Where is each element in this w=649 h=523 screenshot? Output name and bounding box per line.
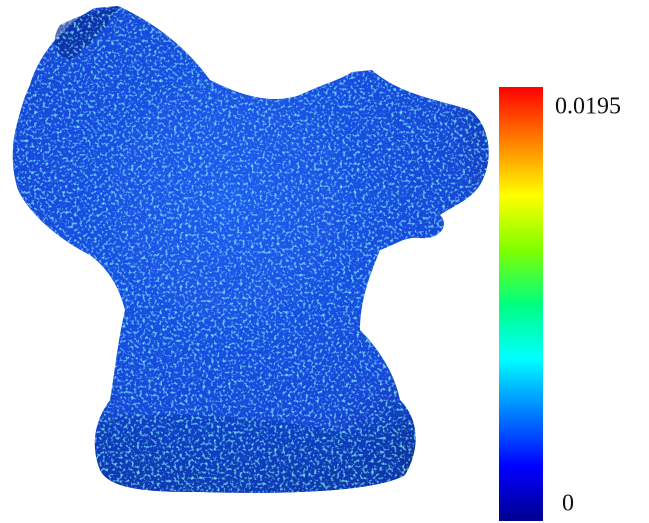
colorbar-gradient xyxy=(499,87,543,521)
colorbar-max-label: 0.0195 xyxy=(555,94,621,120)
gargoyle-render xyxy=(13,6,489,493)
figure: 0.0195 0 xyxy=(0,0,649,523)
colorbar: 0.0195 0 xyxy=(499,87,621,521)
colorbar-min-label: 0 xyxy=(562,491,574,517)
